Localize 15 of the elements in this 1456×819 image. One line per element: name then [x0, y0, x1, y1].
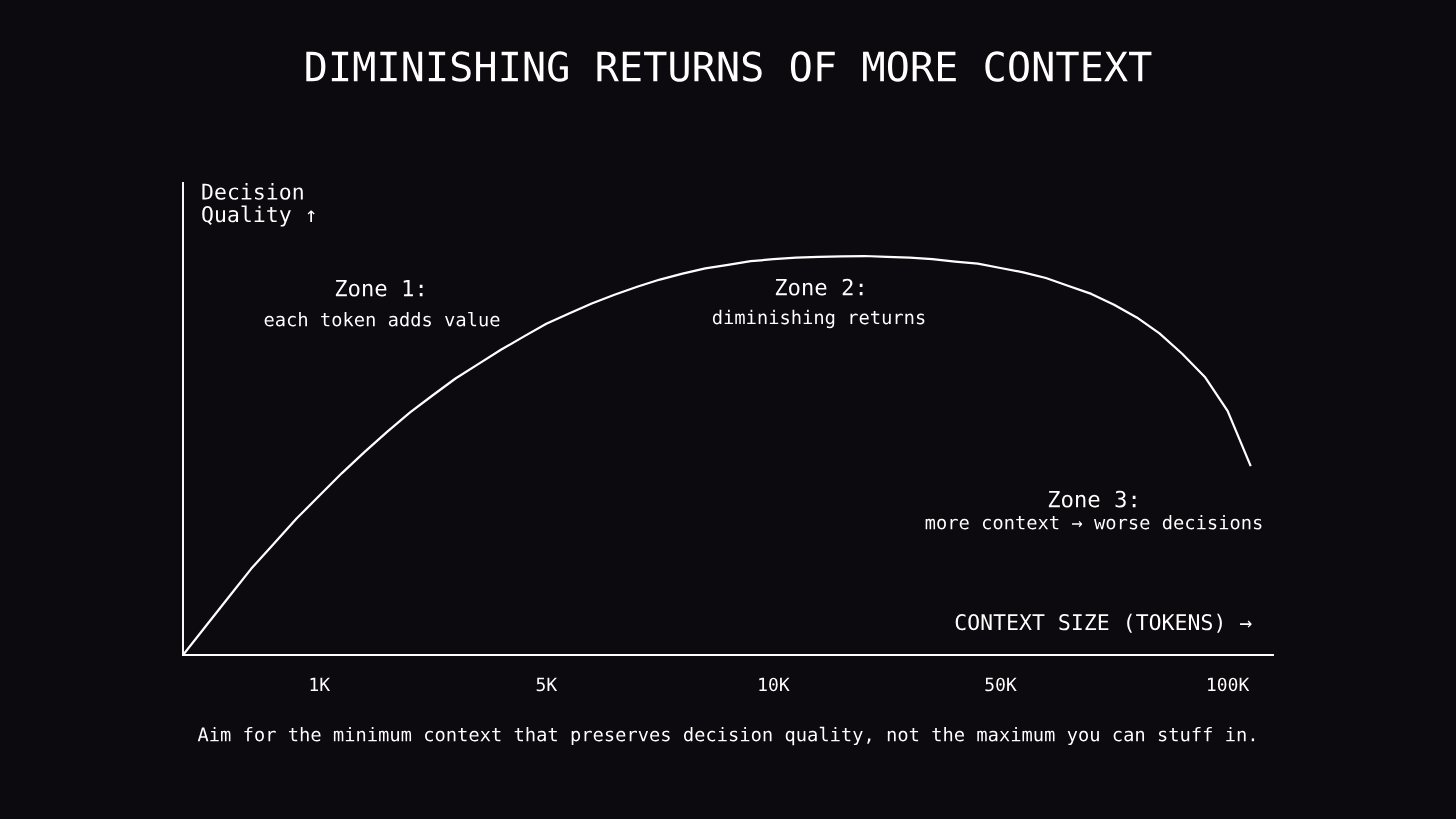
annotation: Zone 2: [775, 278, 863, 296]
annotation: Zone 1: [335, 279, 423, 297]
y-axis-title: Decision Quality ↑ [202, 183, 315, 227]
x-tick-label: 100K [1208, 677, 1250, 692]
x-tick-label: 1K [310, 677, 331, 692]
annotation: each token adds value [264, 311, 500, 327]
annotation: more context → worse decisions [925, 514, 1262, 530]
annotation: Zone 3: [1048, 490, 1136, 508]
chart-title: DIMINISHING RETURNS OF MORE CONTEXT [306, 51, 1152, 82]
x-tick-label: 50K [985, 677, 1017, 692]
x-tick-label: 5K [536, 677, 558, 692]
annotation: diminishing returns [712, 309, 925, 329]
text: Aim for the minimum context that preserves decision quality, not the maximum you can stuff in. [197, 726, 1255, 746]
x-axis-title: CONTEXT SIZE (TOKENS) → [955, 613, 1252, 633]
x-tick-label: 10K [759, 677, 790, 692]
